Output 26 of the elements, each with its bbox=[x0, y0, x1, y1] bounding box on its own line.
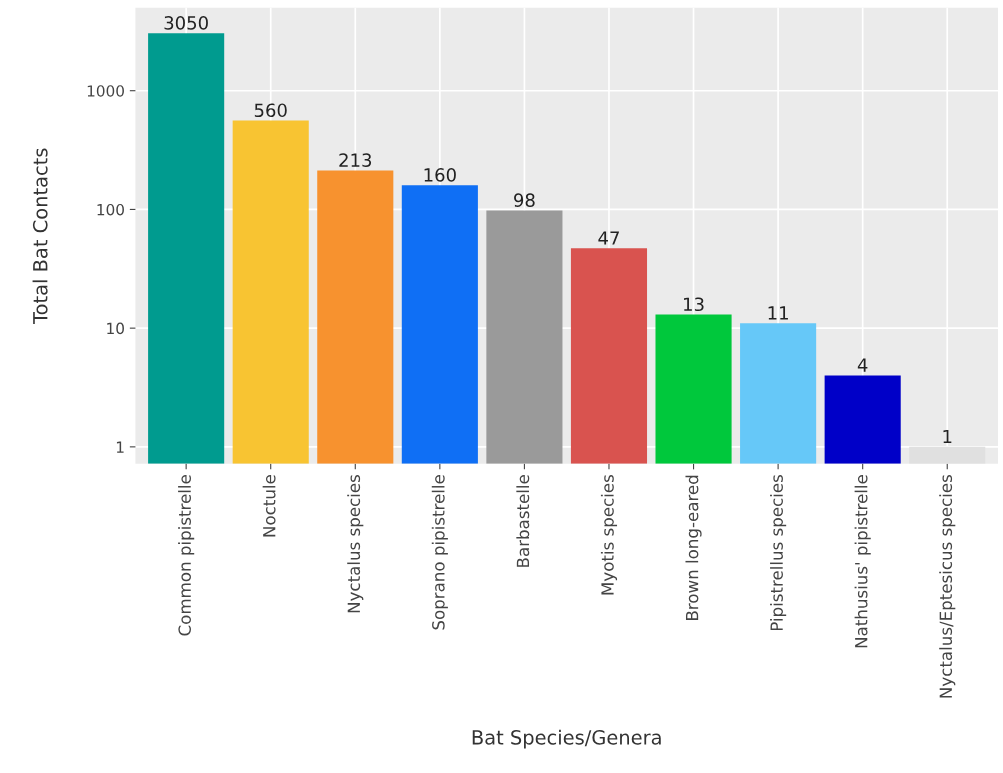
x-tick-label: Soprano pipistrelle bbox=[431, 475, 448, 630]
x-tick-label: Common pipistrelle bbox=[178, 475, 195, 636]
data-label: 13 bbox=[684, 297, 704, 312]
data-label: 47 bbox=[598, 231, 619, 245]
x-tick-label: Pipistrellus species bbox=[770, 475, 787, 631]
data-label: 213 bbox=[339, 153, 372, 167]
y-tick-label: 1000 bbox=[87, 85, 124, 97]
data-label: 1 bbox=[943, 429, 952, 444]
data-label: 4 bbox=[857, 358, 868, 372]
data-label: 3050 bbox=[164, 16, 208, 30]
data-label: 160 bbox=[424, 168, 456, 182]
data-label: 560 bbox=[254, 103, 287, 118]
x-tick-label: Nyctalus/Eptesicus species bbox=[939, 475, 956, 698]
x-tick-label: Nyctalus species bbox=[347, 475, 364, 613]
x-tick-label: Nathusius' pipistrelle bbox=[854, 475, 871, 648]
y-tick-label: 1 bbox=[116, 441, 124, 453]
data-label: 11 bbox=[768, 306, 788, 320]
y-tick-label: 100 bbox=[97, 203, 124, 216]
y-tick-label: 10 bbox=[107, 322, 124, 335]
data-label: 98 bbox=[514, 193, 535, 207]
x-axis-title: Bat Species/Genera bbox=[472, 729, 661, 749]
x-tick-label: Noctule bbox=[262, 475, 276, 537]
x-tick-label: Brown long-eared bbox=[685, 475, 702, 620]
x-tick-label: Myotis species bbox=[600, 475, 618, 595]
y-axis-title: Total Bat Contacts bbox=[32, 148, 48, 325]
x-tick-label: Barbastelle bbox=[516, 475, 530, 567]
